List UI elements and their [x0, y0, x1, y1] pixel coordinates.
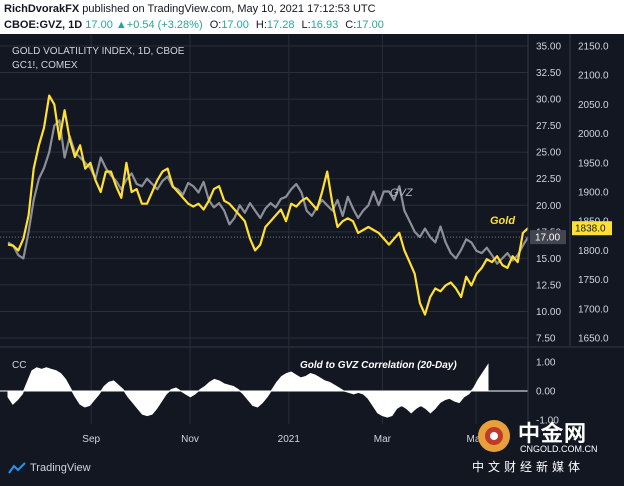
y-left-tick-label: 27.50 [536, 121, 561, 132]
y-left-tick-label: 30.00 [536, 95, 561, 106]
symbol-label: CBOE:GVZ, 1D [4, 19, 83, 31]
cc-tick-label: 0.00 [536, 387, 556, 398]
close-value: 17.00 [356, 19, 384, 31]
publish-line: RichDvorakFX published on TradingView.co… [4, 3, 376, 15]
low-value: 16.93 [310, 19, 339, 31]
series-lines [7, 94, 529, 316]
gold-last-value: 1838.0 [575, 224, 606, 235]
x-tick-label: 2021 [278, 434, 301, 445]
x-tick-label: Nov [181, 434, 199, 445]
y-left-tick-label: 10.00 [536, 307, 561, 318]
publish-header: RichDvorakFX published on TradingView.co… [0, 0, 624, 34]
legend-gold: GC1!, COMEX [12, 60, 78, 71]
open-label: O: [209, 19, 222, 31]
ohlc-line: CBOE:GVZ, 1D 17.00 ▲+0.54 (+3.28%) O:17.… [4, 19, 384, 31]
y-left-tick-label: 22.50 [536, 174, 561, 185]
y-left-tick-label: 7.50 [536, 334, 556, 345]
y-left-tick-label: 20.00 [536, 201, 561, 212]
watermark-site: CNGOLD.COM.CN [520, 444, 598, 454]
cngold-watermark: 中金网 CNGOLD.COM.CN 中文财经新媒体 [470, 414, 620, 478]
cc-tick-label: 1.00 [536, 358, 556, 369]
legend-gvz: GOLD VOLATILITY INDEX, 1D, CBOE [12, 46, 185, 57]
cc-title: Gold to GVZ Correlation (20-Day) [300, 360, 457, 371]
y-left-tick-label: 35.00 [536, 42, 561, 53]
chart-labels: GOLD VOLATILITY INDEX, 1D, CBOE GC1!, COM… [12, 46, 612, 371]
watermark-subtitle: 中文财经新媒体 [472, 460, 585, 474]
y-right-tick-label: 1800.0 [578, 246, 609, 257]
cc-tick-label: -1.00 [536, 416, 559, 427]
y-right-tick-label: 1950.0 [578, 158, 609, 169]
gvz-last-badge [530, 230, 566, 245]
tradingview-icon [8, 462, 26, 474]
y-right-tick-label: 1700.0 [578, 304, 609, 315]
tradingview-logo[interactable]: TradingView [8, 462, 91, 474]
y-right-tick-label: 2000.0 [578, 129, 609, 140]
gold-annotation: Gold [490, 215, 515, 227]
y-left-tick-label: 32.50 [536, 68, 561, 79]
last-value: 17.00 [85, 19, 113, 31]
gvz-last-value: 17.00 [535, 233, 560, 244]
correlation-pane [0, 363, 528, 418]
chart-area[interactable]: Sep Nov 2021 Mar May 35.00 32.50 30.00 27.50 25.0… [0, 34, 624, 454]
cc-pane-label: CC [12, 360, 26, 371]
y-right-tick-label: 1900.0 [578, 188, 609, 199]
y-right-tick-label: 1750.0 [578, 275, 609, 286]
tradingview-brand: TradingView [30, 462, 91, 474]
y-left-tick-label: 25.00 [536, 148, 561, 159]
low-label: L: [301, 19, 311, 31]
cngold-logo-icon [478, 420, 510, 452]
y-right-tick-label: 2100.0 [578, 71, 609, 82]
y-right-tick-label: 2150.0 [578, 42, 609, 53]
x-tick-label: May [467, 434, 486, 445]
y-left-tick-label: 15.00 [536, 254, 561, 265]
axes: Sep Nov 2021 Mar May 35.00 32.50 30.00 27.50 25.0… [82, 34, 609, 445]
y-right-tick-label: 2050.0 [578, 100, 609, 111]
change-value: +0.54 (+3.28%) [126, 19, 203, 31]
y-right-tick-label: 1650.0 [578, 334, 609, 345]
gold-last-badge [572, 221, 612, 236]
author-name[interactable]: RichDvorakFX [4, 3, 80, 15]
gold-line [7, 94, 529, 316]
published-text: published on TradingView.com, May 10, 20… [82, 3, 376, 15]
up-arrow-icon: ▲ [115, 19, 127, 31]
gvz-line [7, 119, 529, 265]
high-value: 17.28 [266, 19, 295, 31]
watermark-name: 中金网 [518, 421, 588, 446]
close-label: C: [345, 19, 357, 31]
y-left-tick-label: 12.50 [536, 280, 561, 291]
open-value: 17.00 [221, 19, 249, 31]
x-tick-label: Sep [82, 434, 100, 445]
x-tick-label: Mar [374, 434, 392, 445]
gvz-annotation: GVZ [390, 187, 414, 199]
high-label: H: [255, 19, 267, 31]
